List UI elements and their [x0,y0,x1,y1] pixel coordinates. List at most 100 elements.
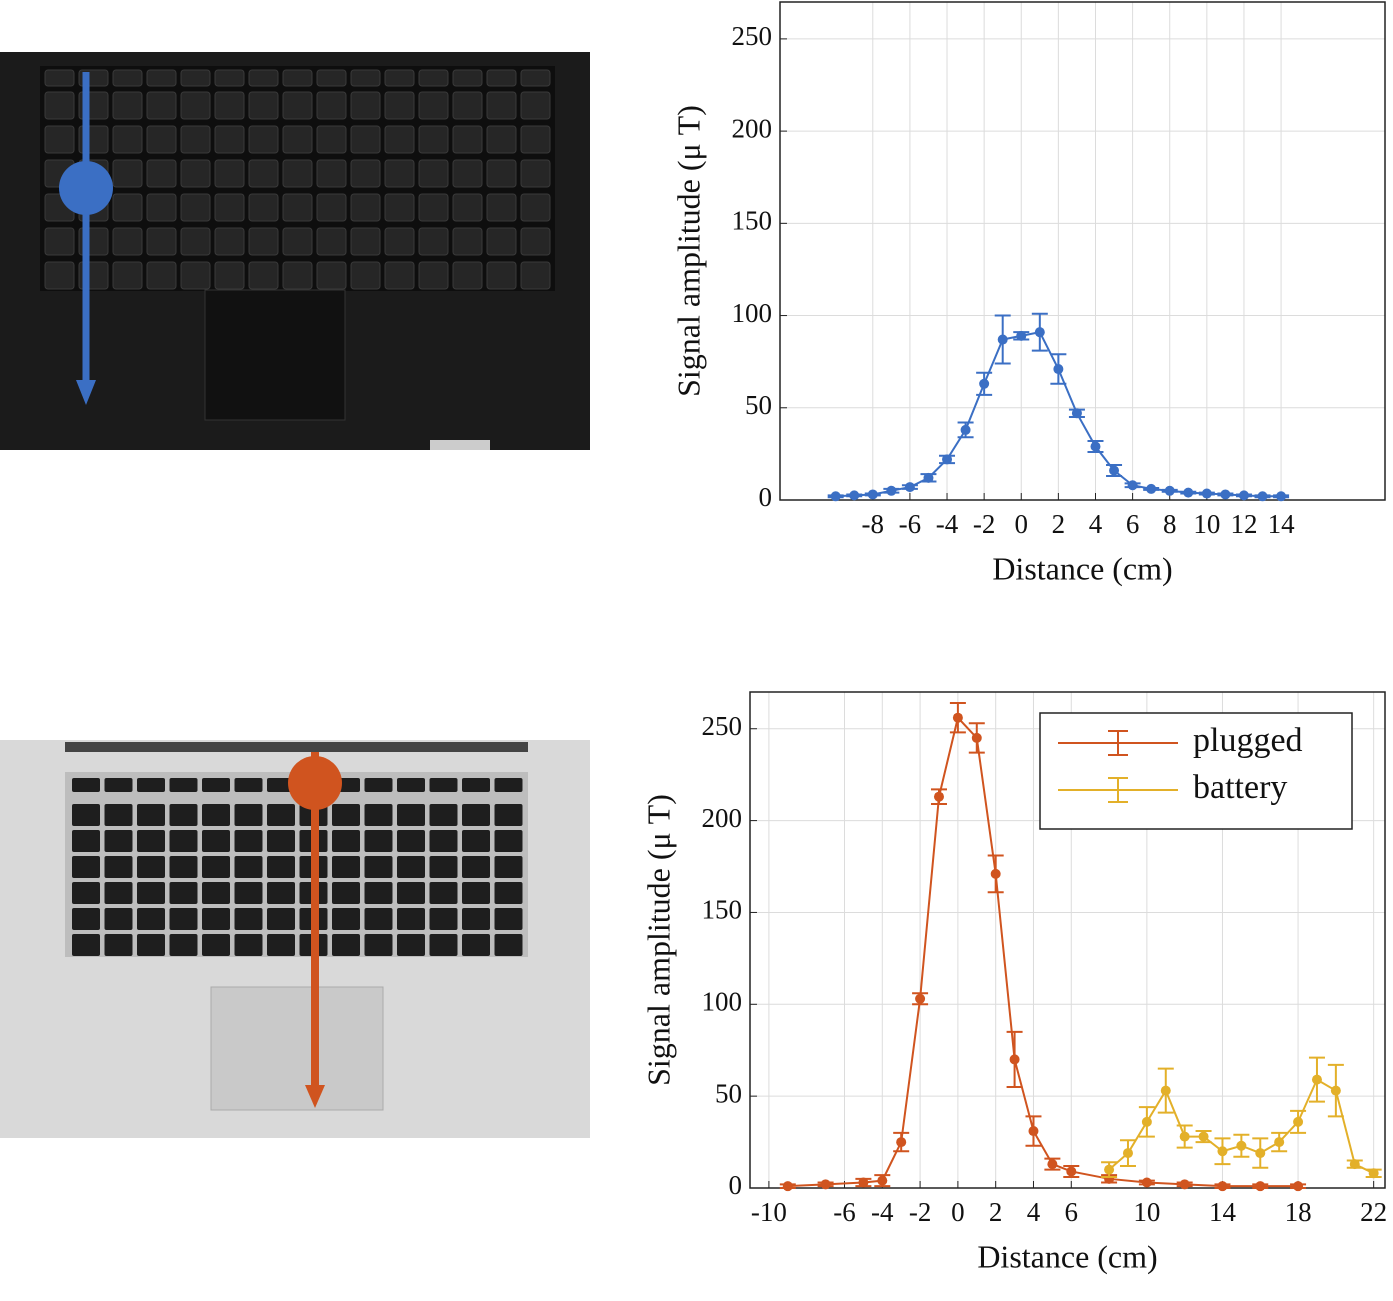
key [364,856,393,878]
x-tick-label: -2 [973,509,996,539]
key [494,882,523,904]
key [169,882,198,904]
key [282,91,313,120]
key [169,830,198,852]
data-point [1198,1131,1209,1142]
key [248,159,279,188]
key [494,778,523,792]
key [350,91,381,120]
data-point [1034,327,1045,338]
key [520,261,551,290]
key [214,159,245,188]
x-tick-label: 4 [1089,509,1103,539]
key [494,934,523,956]
key [234,934,263,956]
data-point [1276,491,1287,502]
key [418,159,449,188]
key [146,69,177,87]
data-point [1238,490,1249,501]
key [418,69,449,87]
data-point [1071,408,1082,419]
key [234,778,263,792]
key [332,830,360,852]
key [350,159,381,188]
data-point [1293,1116,1304,1127]
x-axis-label: Distance (cm) [992,550,1172,586]
key [137,804,165,826]
key [316,261,347,290]
key [104,856,133,878]
data-point [1183,487,1194,498]
key [364,908,393,930]
x-tick-label: -10 [751,1197,787,1227]
data-point [1016,330,1027,341]
legend-glyph [1058,730,1178,756]
key [332,908,360,930]
key [429,778,458,792]
key [282,261,313,290]
key [384,193,415,222]
data-point [1368,1168,1379,1179]
key [364,804,393,826]
key [486,69,517,87]
x-tick-label: -6 [833,1197,856,1227]
key [462,934,490,956]
key [350,193,381,222]
key [104,804,133,826]
key [397,830,425,852]
key [452,227,483,256]
x-axis-label: Distance (cm) [977,1238,1157,1274]
data-point [960,424,971,435]
key [418,91,449,120]
key [72,830,100,852]
data-point [858,1177,869,1188]
key [137,856,165,878]
key [397,908,425,930]
key [234,856,263,878]
key [180,159,211,188]
data-point [990,868,1001,879]
data-point [867,489,878,500]
key [364,830,393,852]
key [72,804,100,826]
x-tick-label: 0 [951,1197,965,1227]
key [486,261,517,290]
key [494,804,523,826]
key [112,227,143,256]
key [137,934,165,956]
key [429,830,458,852]
x-tick-label: 14 [1209,1197,1237,1227]
key [316,159,347,188]
key [397,804,425,826]
key [267,804,295,826]
key [282,125,313,154]
key [267,778,295,792]
key [137,778,165,792]
key [169,934,198,956]
key [267,856,295,878]
key [72,934,100,956]
y-tick-label: 0 [759,482,773,512]
data-point [1160,1085,1171,1096]
key [248,125,279,154]
key [267,830,295,852]
key [234,882,263,904]
plot-frame [749,691,1386,1189]
y-tick-label: 50 [745,390,772,420]
x-tick-label: 10 [1193,509,1220,539]
data-point [1127,480,1138,491]
key [146,91,177,120]
key [169,804,198,826]
key [486,159,517,188]
key [180,261,211,290]
key [234,804,263,826]
data-point [1028,1126,1039,1137]
key [137,882,165,904]
data-point [923,472,934,483]
key [104,934,133,956]
key [332,856,360,878]
data-point [886,485,897,496]
key [72,882,100,904]
key [146,159,177,188]
key [332,934,360,956]
